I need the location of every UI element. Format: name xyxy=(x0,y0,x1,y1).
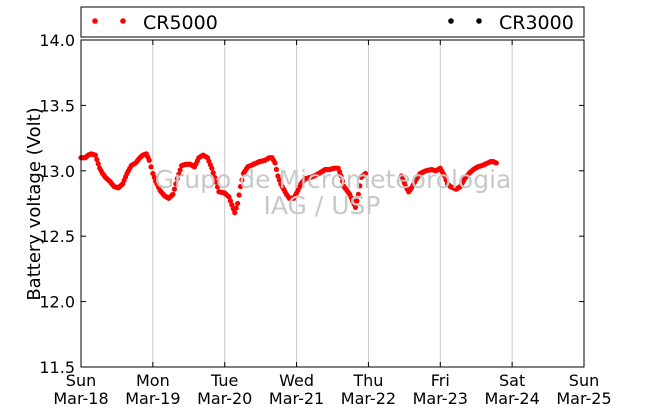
data-point-cr5000 xyxy=(273,166,280,173)
y-tick-label: 14.0 xyxy=(39,31,75,50)
x-tick-label-day: Fri xyxy=(431,371,450,390)
x-tick-label-day: Mon xyxy=(136,371,170,390)
data-point-cr5000 xyxy=(209,165,215,171)
y-tick-label: 13.5 xyxy=(39,96,75,115)
data-point-cr5000 xyxy=(151,174,157,180)
data-point-cr5000 xyxy=(355,191,361,197)
data-point-cr5000 xyxy=(441,173,448,179)
data-point-cr5000 xyxy=(173,181,179,187)
x-tick-label-date: Mar-18 xyxy=(53,389,108,408)
data-point-cr5000 xyxy=(233,205,239,211)
x-tick-label-date: Mar-20 xyxy=(197,389,252,408)
data-point-cr5000 xyxy=(229,202,235,208)
data-point-cr5000 xyxy=(443,177,449,183)
y-tick-label: 12.0 xyxy=(39,293,75,312)
data-point-cr5000 xyxy=(272,160,278,166)
data-point-cr5000 xyxy=(210,170,216,176)
data-point-cr5000 xyxy=(171,186,178,192)
data-point-cr5000 xyxy=(170,191,176,197)
data-point-cr5000 xyxy=(357,183,363,189)
y-tick-label: 11.5 xyxy=(39,358,75,377)
data-point-cr5000 xyxy=(213,179,219,185)
x-tick-label-date: Mar-23 xyxy=(413,389,468,408)
data-point-cr5000 xyxy=(148,164,154,170)
x-tick-label-date: Mar-24 xyxy=(484,389,539,408)
x-tick-label-date: Mar-21 xyxy=(269,389,324,408)
legend-label-cr3000: CR3000 xyxy=(499,12,574,34)
x-tick-label-day: Wed xyxy=(279,371,314,390)
x-tick-label-day: Sat xyxy=(499,371,525,390)
data-point-cr5000 xyxy=(235,200,241,207)
data-point-cr5000 xyxy=(214,184,221,190)
y-axis-label: Battery voltage (Volt) xyxy=(24,107,45,300)
data-point-cr5000 xyxy=(362,170,369,177)
y-tick-label: 13.0 xyxy=(39,162,75,181)
data-point-cr5000 xyxy=(227,198,234,204)
x-tick-label-day: Thu xyxy=(352,371,383,390)
data-point-cr5000 xyxy=(212,174,218,180)
data-point-cr5000 xyxy=(338,173,344,179)
data-points xyxy=(78,151,499,216)
plot-area-frame xyxy=(80,39,585,368)
data-point-cr5000 xyxy=(237,183,244,190)
data-point-cr5000 xyxy=(493,160,499,166)
data-point-cr5000 xyxy=(354,198,360,204)
y-axis: 11.5 12.0 12.5 13.0 13.5 14.0 xyxy=(39,31,584,377)
legend-marker-cr3000-b xyxy=(476,18,482,24)
data-point-cr5000 xyxy=(95,161,101,167)
data-point-cr5000 xyxy=(236,192,242,198)
legend-marker-cr3000-a xyxy=(448,18,454,24)
data-point-cr5000 xyxy=(150,170,156,177)
data-point-cr5000 xyxy=(146,157,152,163)
watermark-line-1: Grupo de Micrometeorologia xyxy=(155,165,512,194)
data-point-cr5000 xyxy=(276,177,282,183)
data-point-cr5000 xyxy=(226,194,232,200)
data-point-cr5000 xyxy=(275,173,281,179)
legend-box xyxy=(80,6,585,38)
watermark-line-2: IAG / USP xyxy=(264,191,381,220)
x-tick-label-date: Mar-19 xyxy=(125,389,180,408)
legend-label-cr5000: CR5000 xyxy=(143,12,218,34)
data-point-cr5000 xyxy=(94,156,100,163)
x-tick-label-day: Tue xyxy=(210,371,238,390)
data-point-cr5000 xyxy=(176,171,182,177)
y-tick-label: 12.5 xyxy=(39,227,75,246)
data-point-cr5000 xyxy=(232,210,238,216)
x-tick-label-date: Mar-22 xyxy=(341,389,396,408)
data-point-cr5000 xyxy=(352,204,359,211)
data-point-cr5000 xyxy=(337,169,343,175)
data-point-cr5000 xyxy=(174,176,180,182)
x-tick-label-day: Sun xyxy=(569,371,599,390)
legend-marker-cr5000-b xyxy=(120,18,126,24)
x-tick-label-date: Mar-25 xyxy=(556,389,611,408)
data-point-cr5000 xyxy=(239,177,245,183)
data-point-cr5000 xyxy=(92,152,98,158)
vertical-grid xyxy=(152,40,513,367)
x-axis: SunMar-18MonMar-19TueMar-20WedMar-21ThuM… xyxy=(53,40,612,408)
x-tick-label-day: Sun xyxy=(66,371,96,390)
legend: CR5000 CR3000 xyxy=(80,6,585,38)
data-point-cr5000 xyxy=(335,165,341,171)
data-point-cr5000 xyxy=(177,167,183,173)
data-point-cr5000 xyxy=(339,178,346,184)
legend-marker-cr5000-a xyxy=(92,18,98,24)
